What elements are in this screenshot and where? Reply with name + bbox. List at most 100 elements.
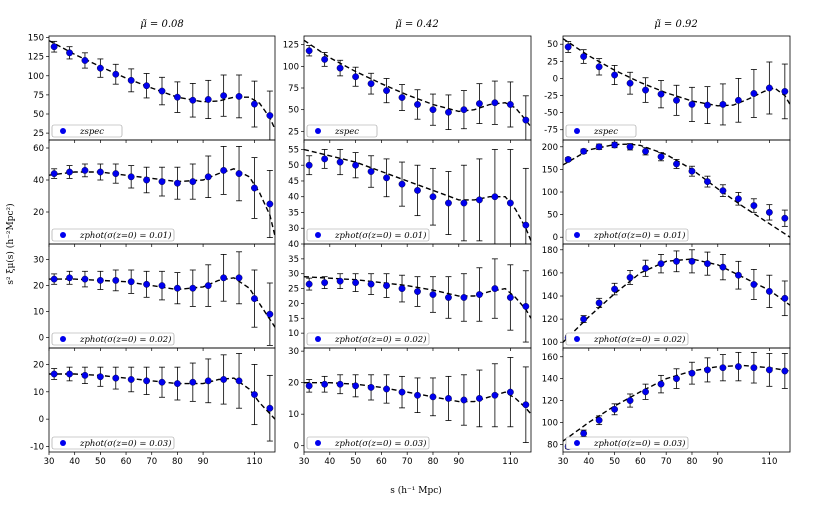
- data-point: [81, 371, 89, 379]
- x-tick-label: 60: [121, 457, 132, 467]
- y-tick-label: 10: [33, 308, 44, 318]
- y-tick-label: 40: [288, 240, 299, 250]
- y-tick-label: 100: [542, 188, 558, 198]
- data-point: [367, 168, 375, 175]
- y-tick-label: 0: [553, 233, 558, 243]
- x-tick-label: 30: [558, 457, 569, 467]
- data-point: [220, 166, 228, 174]
- data-point: [189, 96, 197, 104]
- data-point: [765, 208, 773, 216]
- x-tick-label: 90: [198, 457, 209, 467]
- y-tick-label: 150: [542, 165, 558, 175]
- data-point: [143, 82, 150, 90]
- data-point: [112, 70, 120, 78]
- data-point: [781, 214, 789, 222]
- legend-marker: [60, 336, 66, 342]
- data-point: [460, 294, 468, 301]
- data-point: [158, 178, 166, 186]
- data-point: [398, 94, 406, 101]
- x-tick-label: 60: [635, 457, 646, 467]
- data-point: [398, 180, 406, 188]
- data-point: [367, 280, 375, 288]
- x-tick-label: 50: [95, 457, 106, 467]
- data-point: [522, 401, 530, 409]
- model-curve: [563, 143, 790, 238]
- model-curve: [304, 148, 531, 242]
- data-point: [352, 161, 359, 169]
- panel-r1-c0: 20 40 60 zphot(σ(z=0) = 0.01): [33, 139, 276, 247]
- panel-r2-c1: 10 15 20 25 30 35 40 zphot(σ(z=0) = 0.02): [288, 240, 532, 351]
- data-point: [96, 276, 104, 284]
- data-point: [657, 260, 665, 268]
- data-point: [429, 193, 437, 201]
- data-point: [580, 429, 588, 437]
- panel-r0-c2: -75 -50 -25 0 25 50 zspec: [544, 35, 791, 143]
- data-point: [750, 202, 758, 209]
- data-point: [158, 87, 166, 95]
- data-point: [143, 176, 150, 184]
- y-tick-label: 25: [288, 127, 299, 137]
- data-point: [321, 380, 329, 388]
- legend-marker: [574, 440, 580, 446]
- y-tick-label: -25: [544, 92, 558, 102]
- data-point: [251, 184, 258, 192]
- x-tick-label: 40: [583, 457, 594, 467]
- y-tick-label: 100: [28, 72, 44, 82]
- y-tick-label: 40: [33, 176, 44, 186]
- data-point: [112, 170, 120, 178]
- y-tick-label: 30: [288, 270, 299, 280]
- legend-marker: [60, 128, 66, 134]
- data-point: [305, 382, 313, 390]
- y-tick-label: 50: [288, 161, 299, 171]
- plot-area: [563, 141, 790, 238]
- data-point: [81, 275, 89, 283]
- data-point: [719, 101, 727, 108]
- data-point: [642, 388, 649, 396]
- x-tick-label: 60: [376, 457, 387, 467]
- y-tick-label: 50: [547, 211, 558, 221]
- legend-box: [51, 124, 123, 138]
- y-tick-label: 10: [33, 388, 44, 398]
- data-point: [765, 287, 773, 295]
- data-point: [143, 280, 150, 288]
- y-tick-label: 75: [33, 91, 44, 101]
- legend-marker: [315, 128, 321, 134]
- data-point: [96, 64, 104, 72]
- data-point: [506, 101, 514, 108]
- data-point: [305, 161, 313, 169]
- y-tick-label: 0: [39, 334, 44, 344]
- data-point: [50, 43, 58, 51]
- data-point: [414, 101, 421, 108]
- data-point: [781, 294, 789, 302]
- axes-frame: [303, 347, 532, 453]
- legend-label: zphot(σ(z=0) = 0.01): [593, 230, 685, 241]
- data-point: [673, 96, 680, 104]
- y-tick-label: -50: [544, 109, 558, 119]
- plot-area: [49, 251, 275, 346]
- data-point: [383, 174, 390, 182]
- plot-area: [304, 39, 531, 140]
- x-tick-label: 90: [712, 457, 723, 467]
- data-point: [158, 378, 166, 386]
- data-point: [429, 106, 437, 114]
- x-tick-label: 30: [299, 457, 310, 467]
- legend: zphot(σ(z=0) = 0.01): [51, 228, 175, 242]
- data-point: [611, 405, 618, 413]
- x-tick-label: 90: [453, 457, 464, 467]
- data-point: [704, 101, 711, 109]
- plot-area: [563, 38, 790, 126]
- data-point: [383, 385, 390, 393]
- data-point: [688, 101, 696, 108]
- data-point: [429, 291, 437, 298]
- data-point: [611, 285, 618, 293]
- data-point: [305, 47, 313, 55]
- data-point: [414, 391, 421, 399]
- data-point: [595, 299, 603, 307]
- data-point: [220, 92, 228, 100]
- y-tick-label: 0: [294, 442, 299, 452]
- data-point: [735, 363, 742, 371]
- y-tick-label: 40: [288, 193, 299, 203]
- legend-marker: [315, 232, 321, 238]
- legend-marker: [574, 128, 580, 134]
